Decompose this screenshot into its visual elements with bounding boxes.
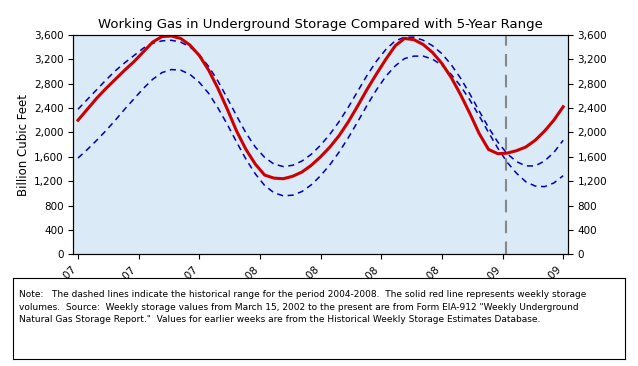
Y-axis label: Billion Cubic Feet: Billion Cubic Feet (17, 94, 30, 195)
Text: Note:   The dashed lines indicate the historical range for the period 2004-2008.: Note: The dashed lines indicate the hist… (19, 290, 586, 324)
Title: Working Gas in Underground Storage Compared with 5-Year Range: Working Gas in Underground Storage Compa… (98, 18, 543, 31)
